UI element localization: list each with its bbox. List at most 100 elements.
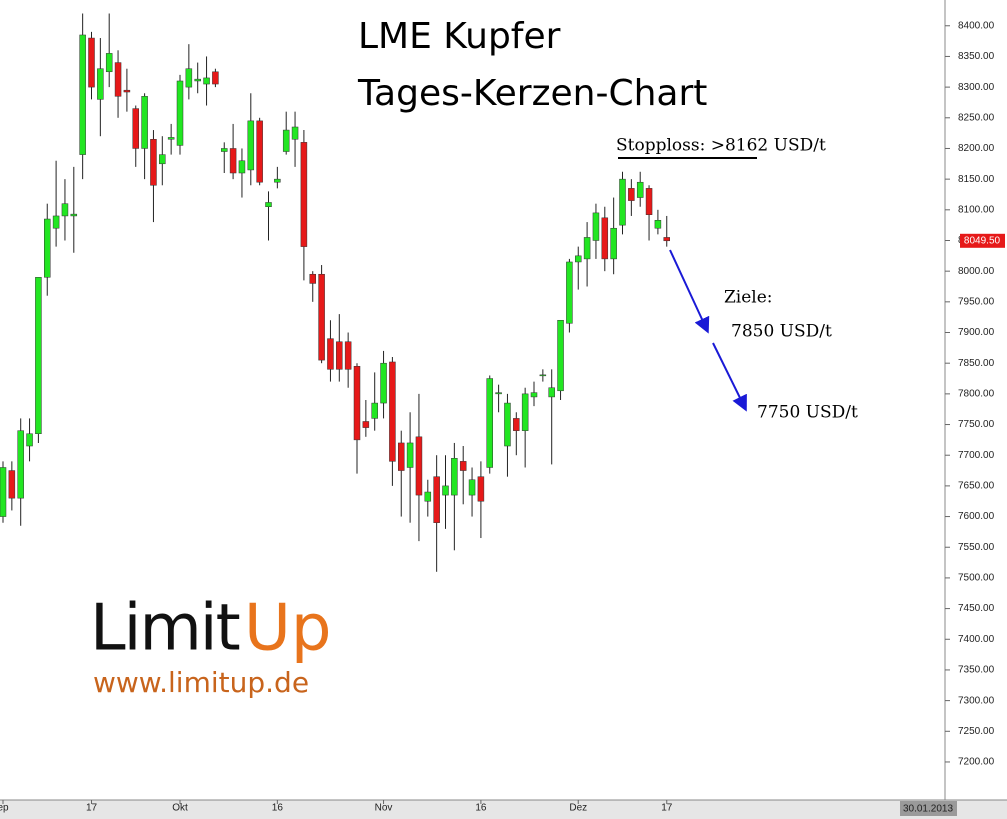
y-tick-label: 8250.00: [958, 112, 995, 123]
candle-body: [645, 188, 653, 215]
y-tick-label: 7350.00: [958, 665, 995, 676]
candle-body: [442, 485, 449, 496]
stop-annotation: Stopploss: >8162 USD/t: [616, 136, 826, 156]
y-tick-label: 7750.00: [958, 419, 995, 430]
chart-subtitle: Tages-Kerzen-Chart: [357, 73, 707, 114]
targets-title: Ziele:: [724, 288, 773, 308]
logo-left: Limit: [90, 592, 240, 666]
candle-body: [105, 53, 113, 73]
arrow: [712, 342, 747, 412]
candle-body: [185, 68, 193, 88]
candle-body: [194, 78, 201, 82]
last-price-box: [960, 233, 1005, 248]
y-tick-label: 8200.00: [958, 143, 995, 154]
end-date: 30.01.2013: [903, 804, 953, 815]
candle-body: [610, 227, 617, 260]
candle-body: [256, 120, 263, 183]
x-tick-label: 17: [661, 803, 673, 814]
candle-body: [398, 442, 405, 471]
y-tick-label: 7500.00: [958, 573, 995, 584]
candle-body: [654, 219, 662, 229]
arrow: [669, 249, 710, 334]
candle-body: [0, 467, 7, 517]
target-1: 7850 USD/t: [731, 322, 832, 342]
candle-body: [521, 393, 529, 431]
candle-body: [353, 366, 361, 441]
candle-body: [468, 479, 476, 496]
candle-body: [406, 442, 414, 468]
candle-body: [513, 418, 520, 431]
candle-body: [229, 148, 237, 174]
candle-body: [221, 148, 228, 152]
x-tick-label: Nov: [375, 803, 393, 814]
candle-body: [35, 277, 42, 434]
candle-body: [176, 80, 184, 146]
candle-body: [70, 213, 78, 217]
candle-body: [575, 255, 582, 263]
candle-body: [17, 430, 24, 499]
x-tick-label: 16: [475, 803, 487, 814]
candle-body: [415, 436, 423, 496]
candle-body: [539, 374, 547, 377]
last-price-label: 8049.50: [964, 235, 1001, 246]
candle-body: [8, 470, 16, 499]
candle-body: [300, 142, 308, 247]
candle-body: [150, 139, 157, 186]
candle-body: [212, 71, 219, 85]
y-tick-label: 8350.00: [958, 51, 995, 62]
y-tick-label: 7550.00: [958, 542, 995, 553]
candle-body: [566, 261, 573, 324]
candle-body: [389, 361, 396, 462]
candle-body: [636, 181, 644, 198]
candle-body: [203, 77, 210, 85]
y-tick-label: 8400.00: [958, 20, 995, 31]
candle-body: [26, 433, 33, 447]
candle-body: [371, 402, 378, 419]
candle-body: [344, 341, 352, 370]
candle-body: [238, 160, 246, 174]
x-tick-label: Okt: [172, 803, 188, 814]
x-axis-panel: [0, 800, 1007, 819]
x-tick-label: 16: [272, 803, 284, 814]
candle-body: [132, 108, 139, 149]
candle-body: [327, 338, 334, 370]
x-tick-label: ep: [0, 803, 9, 814]
x-tick-label: Dez: [569, 803, 587, 814]
candle-body: [309, 273, 316, 284]
candle-body: [424, 491, 432, 502]
y-tick-label: 7700.00: [958, 450, 995, 461]
y-tick-label: 7600.00: [958, 511, 995, 522]
candle-body: [477, 476, 485, 502]
candle-body: [486, 378, 493, 468]
candle-body: [583, 237, 591, 260]
logo-right: Up: [244, 592, 331, 666]
candle-body: [123, 89, 131, 93]
candle-body: [167, 137, 175, 140]
candle-body: [141, 96, 148, 149]
candle-body: [61, 203, 69, 217]
candle-body: [451, 458, 458, 496]
end-date-box: [900, 801, 957, 816]
candle-body: [557, 319, 564, 392]
candle-body: [265, 202, 272, 207]
candle-body: [619, 178, 626, 226]
y-tick-label: 7850.00: [958, 358, 995, 369]
y-tick-label: 8100.00: [958, 204, 995, 215]
candle-body: [282, 129, 290, 152]
candle-body: [601, 217, 609, 260]
y-tick-label: 8150.00: [958, 174, 995, 185]
y-axis-panel: [945, 0, 1007, 800]
y-tick-label: 7650.00: [958, 481, 995, 492]
y-tick-label: 7450.00: [958, 603, 995, 614]
candle-body: [44, 218, 51, 278]
candle-body: [592, 212, 600, 241]
candle-body: [495, 392, 502, 395]
candle-body: [97, 68, 104, 100]
y-tick-label: 7200.00: [958, 757, 995, 768]
candle-body: [663, 237, 670, 242]
candle-body: [433, 476, 440, 523]
candle-body: [159, 154, 166, 165]
y-tick-label: 7800.00: [958, 389, 995, 400]
